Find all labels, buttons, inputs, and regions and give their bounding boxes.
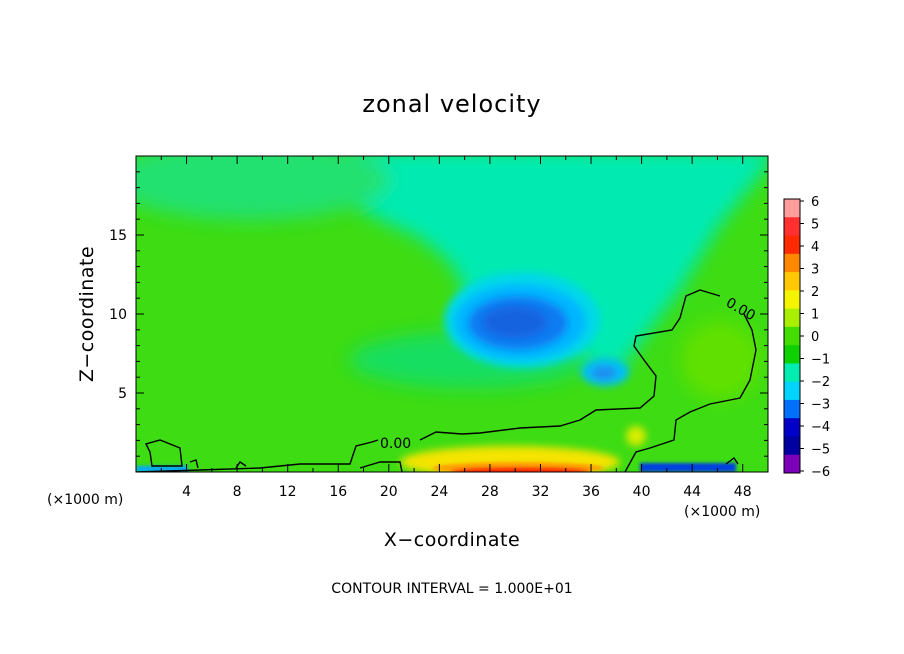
contour-label-left: 0.00: [380, 436, 411, 452]
x-tick-label: 24: [430, 484, 448, 500]
y-axis-ticks: [136, 171, 768, 457]
colorbar-label: 1: [811, 308, 819, 323]
zero-contour: [136, 289, 757, 472]
left-surface-blue: [136, 466, 188, 472]
colorbar-label: 3: [811, 263, 819, 278]
x-tick-label: 32: [532, 484, 550, 500]
contour-interval-note: CONTOUR INTERVAL = 1.000E+01: [331, 581, 572, 597]
colorbar-label: −6: [811, 465, 830, 480]
right-surface-blue: [640, 463, 736, 472]
colorbar-swatch: [784, 436, 800, 456]
velocity-field: 0.00 0.00: [136, 156, 768, 472]
colorbar-swatch: [784, 363, 800, 383]
x-tick-label: 20: [380, 484, 398, 500]
y-tick-label: 5: [118, 386, 127, 402]
colorbar-swatch: [784, 235, 800, 255]
x-tick-label: 40: [633, 484, 651, 500]
colorbar-label: −3: [811, 398, 830, 413]
x-axis-label: X−coordinate: [384, 529, 520, 551]
x-axis-ticks: [160, 156, 744, 472]
colorbar-labels: 6 5 4 3 2 1 0 −1 −2 −3 −4 −5 −6: [800, 195, 830, 480]
colorbar-label: −5: [811, 443, 830, 458]
x-tick-label: 8: [233, 484, 242, 500]
colorbar-label: 0: [811, 330, 819, 345]
colorbar-swatch: [784, 399, 800, 419]
right-positive-patch: [680, 320, 760, 400]
colorbar-label: −1: [811, 353, 830, 368]
upper-negative-region: [304, 156, 768, 370]
x-axis-tick-labels: 4 8 12 16 20 24 28 32 36 40 44 48: [182, 484, 752, 500]
colorbar-swatch: [784, 308, 800, 328]
colorbar-swatch: [784, 418, 800, 437]
x-tick-label: 48: [734, 484, 752, 500]
x-tick-label: 44: [683, 484, 701, 500]
x-tick-label: 28: [481, 484, 499, 500]
colorbar-swatch: [784, 345, 800, 364]
x-tick-label: 12: [279, 484, 297, 500]
x-tick-label: 16: [329, 484, 347, 500]
colorbar-label: 4: [811, 240, 819, 255]
y-tick-label: 10: [109, 307, 127, 323]
colorbar-swatch: [784, 326, 800, 346]
side-warm-spot: [626, 426, 646, 446]
colorbar-swatch: [784, 381, 800, 401]
colorbar-swatch: [784, 253, 800, 273]
colorbar-label: 6: [811, 195, 819, 210]
x-unit-left: (×1000 m): [47, 492, 123, 508]
chart-title: zonal velocity: [362, 90, 541, 118]
surface-jet-red: [450, 467, 590, 472]
colorbar: [783, 198, 801, 474]
colorbar-swatch: [784, 290, 800, 309]
colorbar-label: −2: [811, 375, 830, 390]
y-tick-label: 15: [109, 228, 127, 244]
colorbar-swatch: [784, 454, 800, 474]
colorbar-label: −4: [811, 420, 830, 435]
core-centre: [483, 306, 547, 338]
x-unit-right: (×1000 m): [684, 504, 760, 520]
y-axis-label: Z−coordinate: [76, 246, 98, 382]
colorbar-label: 2: [811, 285, 819, 300]
x-tick-label: 36: [582, 484, 600, 500]
left-upper-band: [136, 156, 390, 220]
colorbar-swatch: [784, 217, 800, 236]
colorbar-swatch: [784, 272, 800, 291]
surface-warm-glow: [400, 446, 620, 472]
lower-core-inner: [591, 366, 617, 380]
x-tick-label: 4: [182, 484, 191, 500]
y-axis-tick-labels: 5 10 15: [109, 228, 127, 402]
colorbar-swatch: [784, 199, 800, 218]
colorbar-label: 5: [811, 218, 819, 233]
